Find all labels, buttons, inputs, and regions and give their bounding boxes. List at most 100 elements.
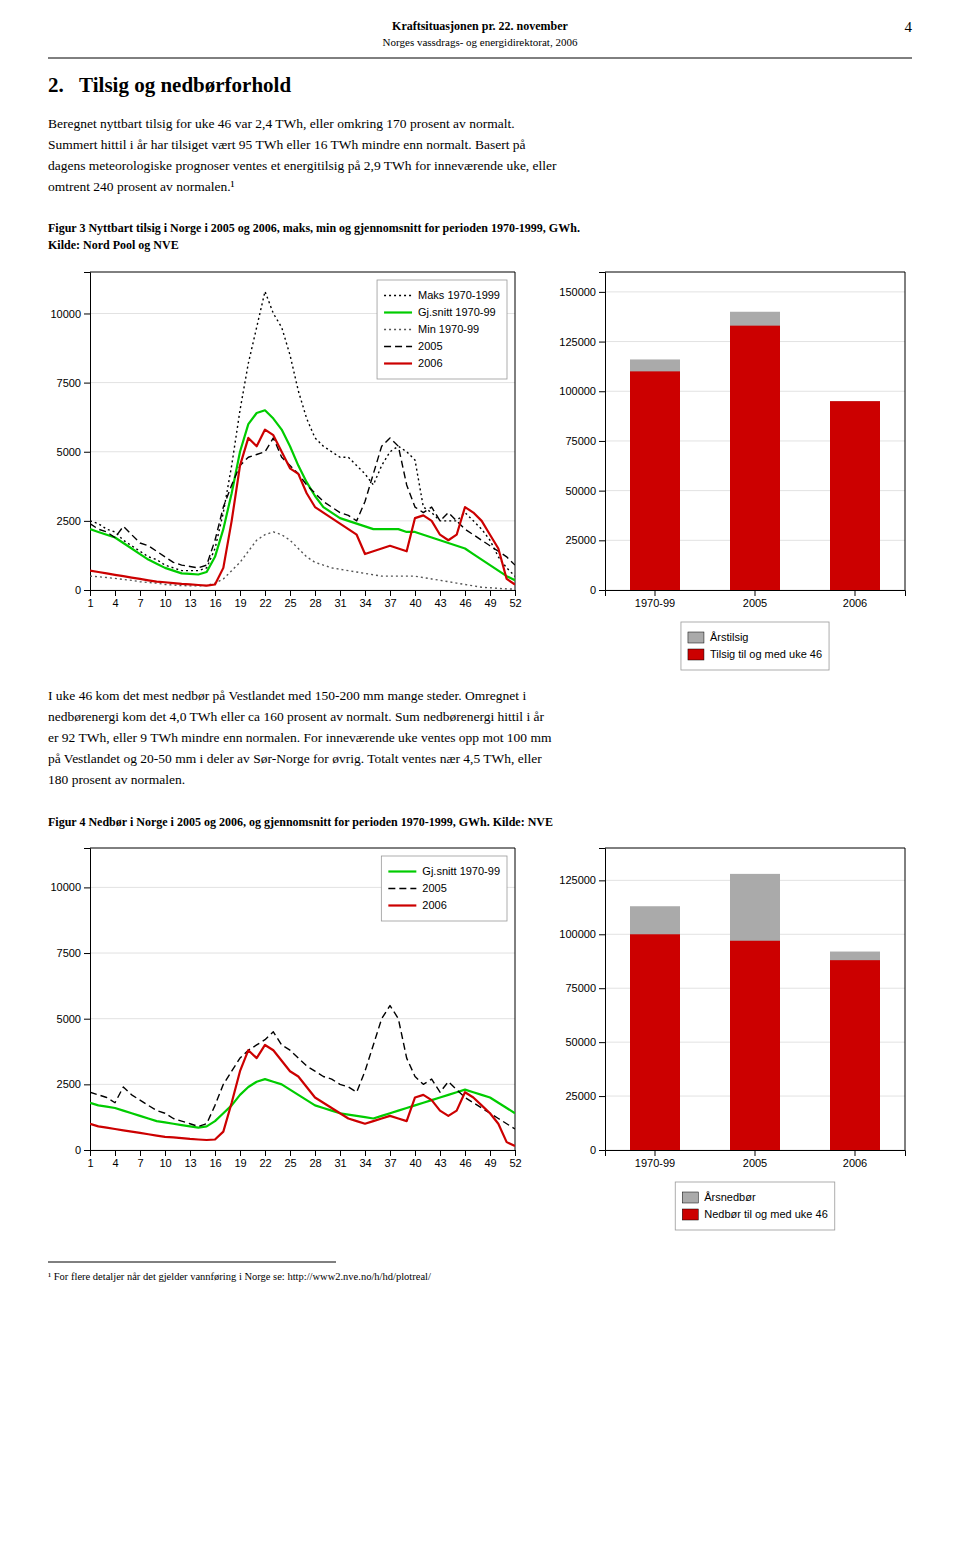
paragraph-line: Summert hittil i år har tilsiget vært 95… <box>48 137 526 152</box>
legend-swatch <box>388 870 416 872</box>
tick-label: 0 <box>75 584 81 596</box>
x-axis: 1970-9920052006 <box>606 590 906 609</box>
bar-series <box>630 326 880 590</box>
tick-mark <box>390 1150 391 1156</box>
header-subtitle: Norges vassdrags- og energidirektorat, 2… <box>383 36 578 48</box>
axis-line <box>606 591 906 597</box>
tick-mark <box>315 590 316 596</box>
tick-mark <box>340 1150 341 1156</box>
tick: 50000 <box>565 485 605 497</box>
grid-line <box>90 953 515 954</box>
tick-label: 31 <box>334 1157 346 1169</box>
plot-frame <box>905 272 906 590</box>
legend-item: Min 1970-99 <box>384 323 479 335</box>
tick-mark <box>390 590 391 596</box>
footnote: ¹ For flere detaljer når det gjelder van… <box>48 1271 431 1282</box>
tick: 19 <box>234 1150 246 1169</box>
tick-mark <box>84 1150 90 1151</box>
tick-mark <box>165 1150 166 1156</box>
tick: 10 <box>159 590 171 609</box>
tick-mark <box>599 1096 605 1097</box>
tick-mark <box>115 590 116 596</box>
tick: 2005 <box>743 1150 767 1169</box>
tick-label: 25000 <box>565 1090 596 1102</box>
axis-line <box>606 1151 906 1157</box>
tick-mark <box>755 1150 756 1156</box>
series-line <box>90 1079 515 1128</box>
x-axis: 1970-9920052006 <box>606 1150 906 1169</box>
plot-area <box>630 312 880 590</box>
series-line <box>90 1045 515 1146</box>
bar <box>830 401 880 590</box>
tick: 13 <box>184 590 196 609</box>
tick-label: 125000 <box>559 874 596 886</box>
tick-mark <box>515 1150 516 1156</box>
tick-mark <box>215 590 216 596</box>
tick-label: 10000 <box>50 307 81 319</box>
tick-label: 46 <box>459 1157 471 1169</box>
tick-mark <box>290 1150 291 1156</box>
tick-label: 1 <box>87 597 93 609</box>
plot-frame <box>605 272 905 273</box>
tick-label: 0 <box>75 1144 81 1156</box>
legend-label: Gj.snitt 1970-99 <box>418 306 496 318</box>
tick-mark <box>599 988 605 989</box>
paragraph-line: på Vestlandet og 20-50 mm i deler av Sør… <box>48 751 542 766</box>
tick-label: 50000 <box>565 485 596 497</box>
y-axis: 0250005000075000100000125000 <box>559 849 605 1157</box>
figure-caption: Figur 4 Nedbør i Norge i 2005 og 2006, o… <box>48 815 553 829</box>
tick-mark <box>440 590 441 596</box>
tick-mark <box>855 590 856 596</box>
legend-box <box>681 622 829 670</box>
tick-mark <box>84 313 90 314</box>
tick: 4 <box>112 590 118 609</box>
tick-label: 25000 <box>565 534 596 546</box>
tick-label: 22 <box>259 597 271 609</box>
page-svg: Kraftsituasjonen pr. 22. novemberNorges … <box>0 0 960 1568</box>
grid-line <box>90 520 515 521</box>
legend-item: 2006 <box>388 899 446 911</box>
legend-label: Gj.snitt 1970-99 <box>422 865 500 877</box>
tick: 25000 <box>565 534 605 546</box>
legend-swatch <box>384 295 412 296</box>
tick-label: 5000 <box>57 1013 81 1025</box>
legend-label: Maks 1970-1999 <box>418 289 500 301</box>
tick-label: 25 <box>284 1157 296 1169</box>
tick: 25000 <box>565 1090 605 1102</box>
tick-label: 100000 <box>559 928 596 940</box>
tick: 10 <box>159 1150 171 1169</box>
tick: 34 <box>359 590 371 609</box>
tick: 49 <box>484 1150 496 1169</box>
tick-mark <box>465 1150 466 1156</box>
legend-item: Årstilsig <box>688 631 749 643</box>
tick-label: 125000 <box>559 336 596 348</box>
tick: 43 <box>434 1150 446 1169</box>
tick-mark <box>490 590 491 596</box>
tick-mark <box>290 590 291 596</box>
tick-label: 2006 <box>843 1157 867 1169</box>
tick: 50000 <box>565 1036 605 1048</box>
tick-mark <box>755 590 756 596</box>
tick: 150000 <box>559 286 605 298</box>
tick: 25 <box>284 1150 296 1169</box>
legend-swatch <box>388 904 416 906</box>
axis-line <box>91 591 516 597</box>
legend: Gj.snitt 1970-9920052006 <box>381 856 507 921</box>
tick-label: 43 <box>434 597 446 609</box>
bar <box>830 401 880 590</box>
tick-mark <box>84 887 90 888</box>
tick: 7 <box>137 590 143 609</box>
tick-label: 28 <box>309 597 321 609</box>
tick-mark <box>84 521 90 522</box>
bar-series <box>630 312 880 590</box>
paragraph-line: er 92 TWh, eller 9 TWh mindre enn normal… <box>48 730 552 745</box>
x-axis: 147101316192225283134374043464952 <box>87 1150 521 1169</box>
tick-label: 7 <box>137 597 143 609</box>
tick-label: 50000 <box>565 1036 596 1048</box>
series-line <box>90 410 515 580</box>
tick: 22 <box>259 1150 271 1169</box>
tick: 7 <box>137 1150 143 1169</box>
tick-label: 2500 <box>57 515 81 527</box>
tick-label: 16 <box>209 597 221 609</box>
legend-label: Årsnedbør <box>704 1191 756 1203</box>
